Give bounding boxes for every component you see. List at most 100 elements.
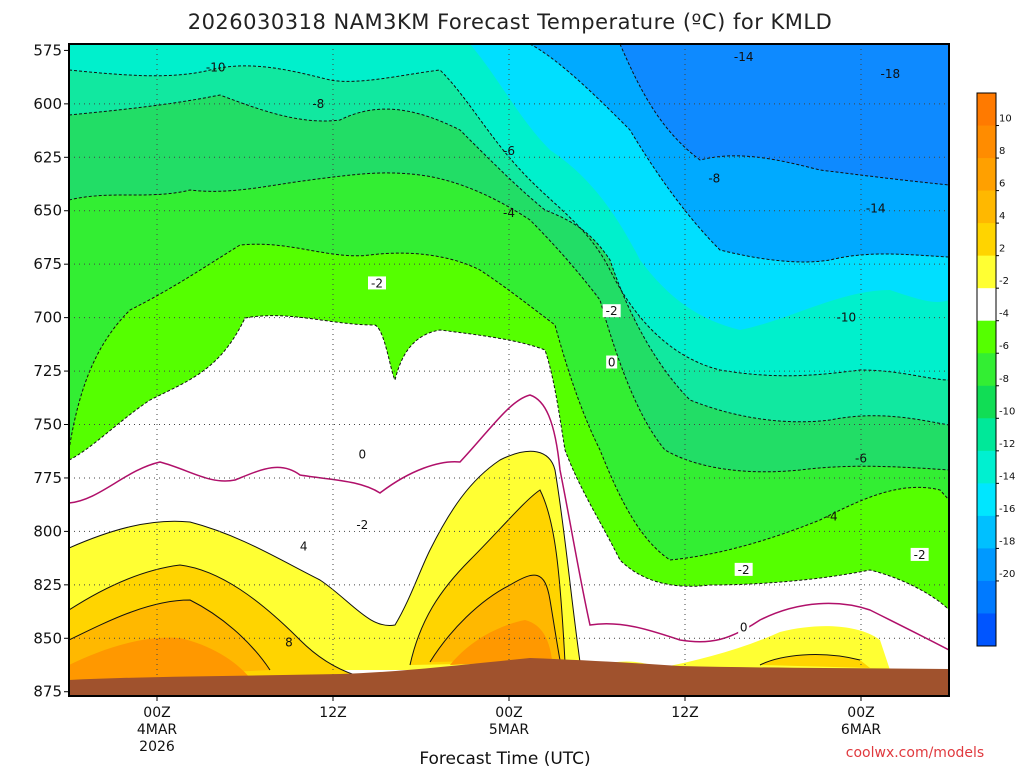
contour-label: -2: [356, 518, 368, 532]
x-tick-label: 4MAR: [137, 722, 178, 738]
y-tick-label: 825: [33, 576, 62, 594]
colorbar-swatch: [977, 255, 996, 289]
contour-label: 4: [300, 539, 308, 553]
contour-labels: -10 -8 -6 -4 -2 -2 0 0 -2 4 8 -14 -18 -8 -14 -10 -6 -4 -2 -…: [206, 50, 929, 650]
colorbar: 10 8 6 4 2 -2 -4 -6 -8 -10 -12 -14 -16 -18 -20: [976, 92, 1015, 647]
colorbar-tick-label: -16: [999, 504, 1015, 515]
colorbar-frame: [976, 92, 997, 647]
x-tick-label: 6MAR: [841, 722, 882, 738]
terrain: [69, 658, 949, 696]
y-tick-label: 675: [33, 255, 62, 273]
colorbar-swatch: [977, 320, 996, 354]
colorbar-swatch: [977, 190, 996, 224]
contour-line: [759, 654, 861, 666]
colorbar-tick-label: -4: [999, 309, 1009, 320]
y-tick-label: 725: [33, 362, 62, 380]
contour-line: [69, 94, 949, 426]
contour-label: -10: [837, 311, 857, 325]
watermark: coolwx.com/models: [846, 745, 984, 761]
colorbar-tick-label: -12: [999, 439, 1015, 450]
colorbar-swatch: [977, 125, 996, 159]
colorbar-tick-label: 8: [999, 146, 1005, 157]
colorbar-tick-label: -6: [999, 341, 1009, 352]
colorbar-swatch: [977, 580, 996, 614]
y-tick-label: 800: [33, 522, 62, 540]
contour-label-bg: [910, 547, 929, 561]
contour-label: -8: [708, 172, 720, 186]
colorbar-tick-label: -2: [999, 276, 1009, 287]
y-tick-label: 650: [33, 202, 62, 220]
contour-line: [409, 489, 566, 666]
contour-line: [69, 450, 581, 663]
colorbar-swatch: [977, 613, 996, 647]
colorbar-tick-label: -20: [999, 569, 1015, 580]
colorbar-tick-label: 6: [999, 179, 1005, 190]
positive-contours: [69, 450, 861, 676]
colorbar-swatch: [977, 158, 996, 192]
colorbar-swatch: [977, 385, 996, 419]
contour-label: -2: [914, 548, 926, 562]
contour-label: 0: [608, 356, 616, 370]
contour-label-bg: [353, 517, 372, 531]
contour-label: -2: [738, 563, 750, 577]
freezing-line: [69, 394, 949, 651]
colorbar-swatch: [977, 288, 996, 322]
contour-label: -4: [503, 206, 515, 220]
colorbar-swatch: [977, 515, 996, 549]
colorbar-swatch: [977, 353, 996, 387]
colorbar-tick-label: 4: [999, 211, 1005, 222]
colorbar-tick-label: 2: [999, 244, 1005, 255]
contour-line: [69, 172, 949, 473]
colorbar-swatch: [977, 450, 996, 484]
contour-label: -2: [606, 304, 618, 318]
contour-line: [69, 599, 271, 671]
contour-label: -6: [855, 452, 867, 466]
x-tick-label: 5MAR: [489, 722, 530, 738]
contour-label: 8: [285, 636, 293, 650]
x-tick-label: 12Z: [319, 705, 346, 721]
y-tick-label: 625: [33, 148, 62, 166]
contour-label-bg: [734, 562, 753, 576]
colorbar-swatch: [977, 93, 996, 127]
colorbar-tick-label: -14: [999, 471, 1015, 482]
contour-label: -8: [312, 97, 324, 111]
colorbar-swatch: [977, 483, 996, 517]
x-tick-label: 2026: [139, 739, 175, 755]
contour-label-bg: [368, 276, 386, 290]
contour-line: [429, 574, 561, 663]
contour-label: -6: [503, 144, 515, 158]
contour-line: [69, 243, 949, 561]
plot-area: [69, 44, 949, 696]
contour-label: 0: [740, 621, 748, 635]
gridlines: [69, 44, 949, 696]
chart-title: 2026030318 NAM3KM Forecast Temperature (…: [188, 10, 833, 34]
colorbar-tick-label: -18: [999, 536, 1015, 547]
contour-label: -14: [866, 202, 886, 216]
contour-label: -2: [371, 276, 383, 290]
contour-line: [69, 65, 949, 381]
y-tick-label: 775: [33, 469, 62, 487]
contour-label-bg: [356, 447, 368, 461]
contour-label: -4: [826, 509, 838, 523]
colorbar-swatch: [977, 223, 996, 257]
y-tick-label: 875: [33, 683, 62, 701]
contour-label: -10: [206, 61, 226, 75]
y-tick-label: 750: [33, 416, 62, 434]
y-tick-label: 575: [33, 41, 62, 59]
fill-orange: [69, 620, 552, 682]
x-axis-title: Forecast Time (UTC): [419, 749, 590, 768]
colorbar-swatch: [977, 548, 996, 582]
contour-label: 0: [359, 447, 367, 461]
colorbar-swatch: [977, 418, 996, 452]
contour-label-bg: [602, 304, 621, 318]
y-tick-label: 700: [33, 309, 62, 327]
x-tick-label: 00Z: [143, 705, 170, 721]
contour-label: -14: [734, 50, 754, 64]
colorbar-tick-label: 10: [999, 114, 1012, 125]
contour-line: [69, 564, 356, 676]
contour-label: -18: [881, 67, 901, 81]
y-tick-label: 850: [33, 629, 62, 647]
colorbar-tick-label: -10: [999, 406, 1015, 417]
